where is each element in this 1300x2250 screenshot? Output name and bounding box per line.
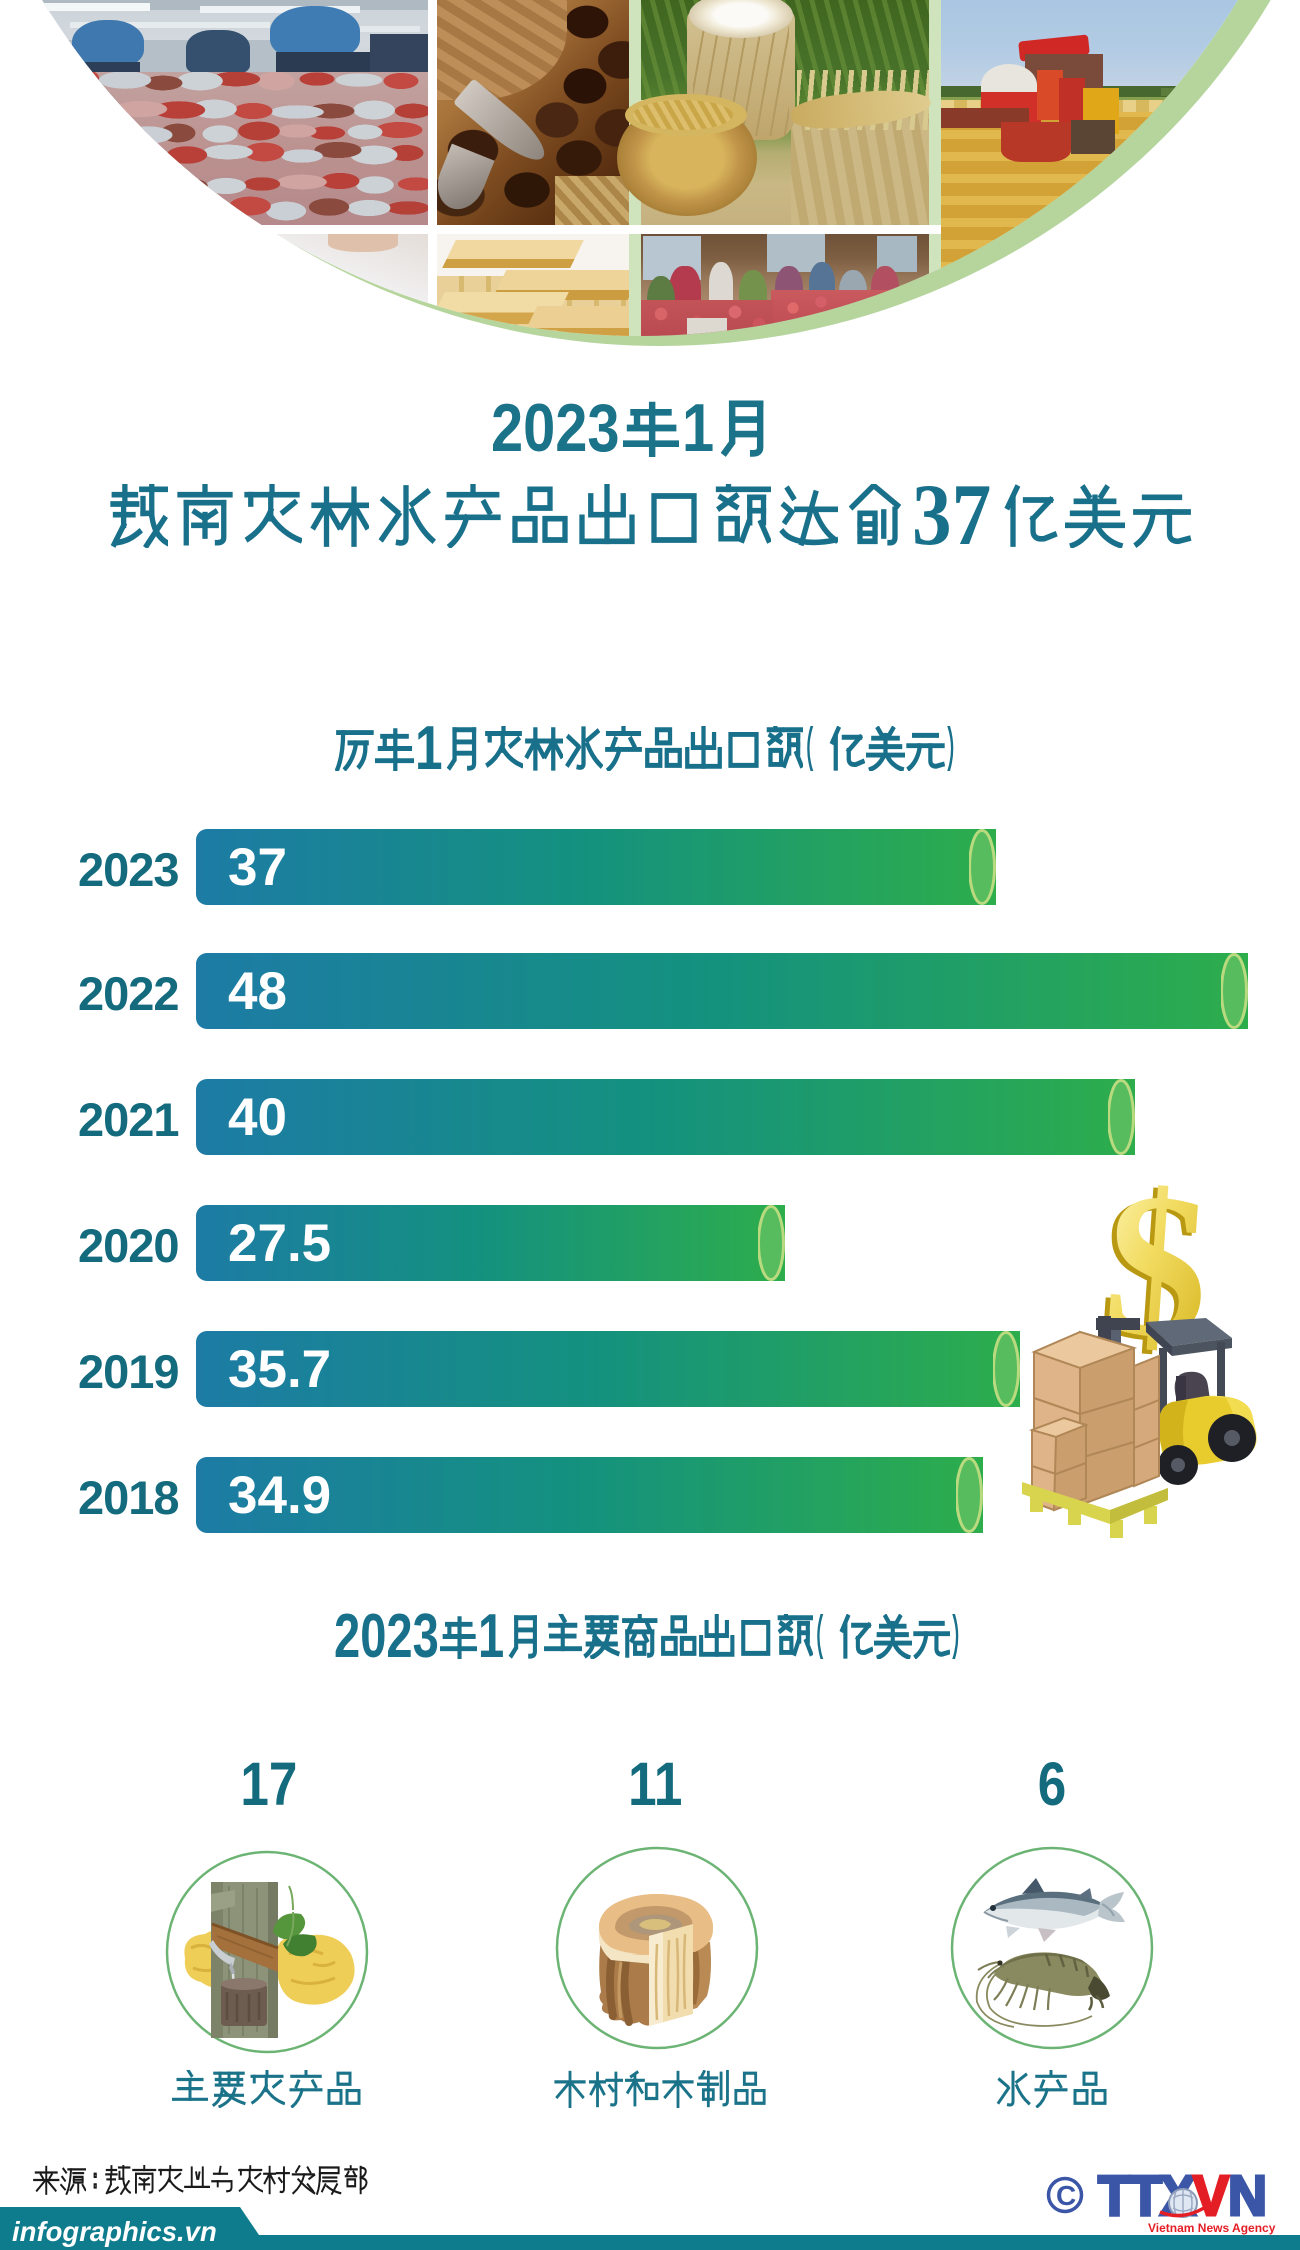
svg-text:infographics.vn: infographics.vn xyxy=(12,2216,217,2247)
svg-text:Vietnam News Agency: Vietnam News Agency xyxy=(1148,2221,1276,2235)
svg-text:T: T xyxy=(1098,2164,1131,2227)
svg-text:N: N xyxy=(1228,2164,1267,2227)
svg-text:V: V xyxy=(1193,2164,1229,2227)
svg-text:T: T xyxy=(1129,2164,1162,2227)
svg-text:C: C xyxy=(1056,2180,1076,2211)
